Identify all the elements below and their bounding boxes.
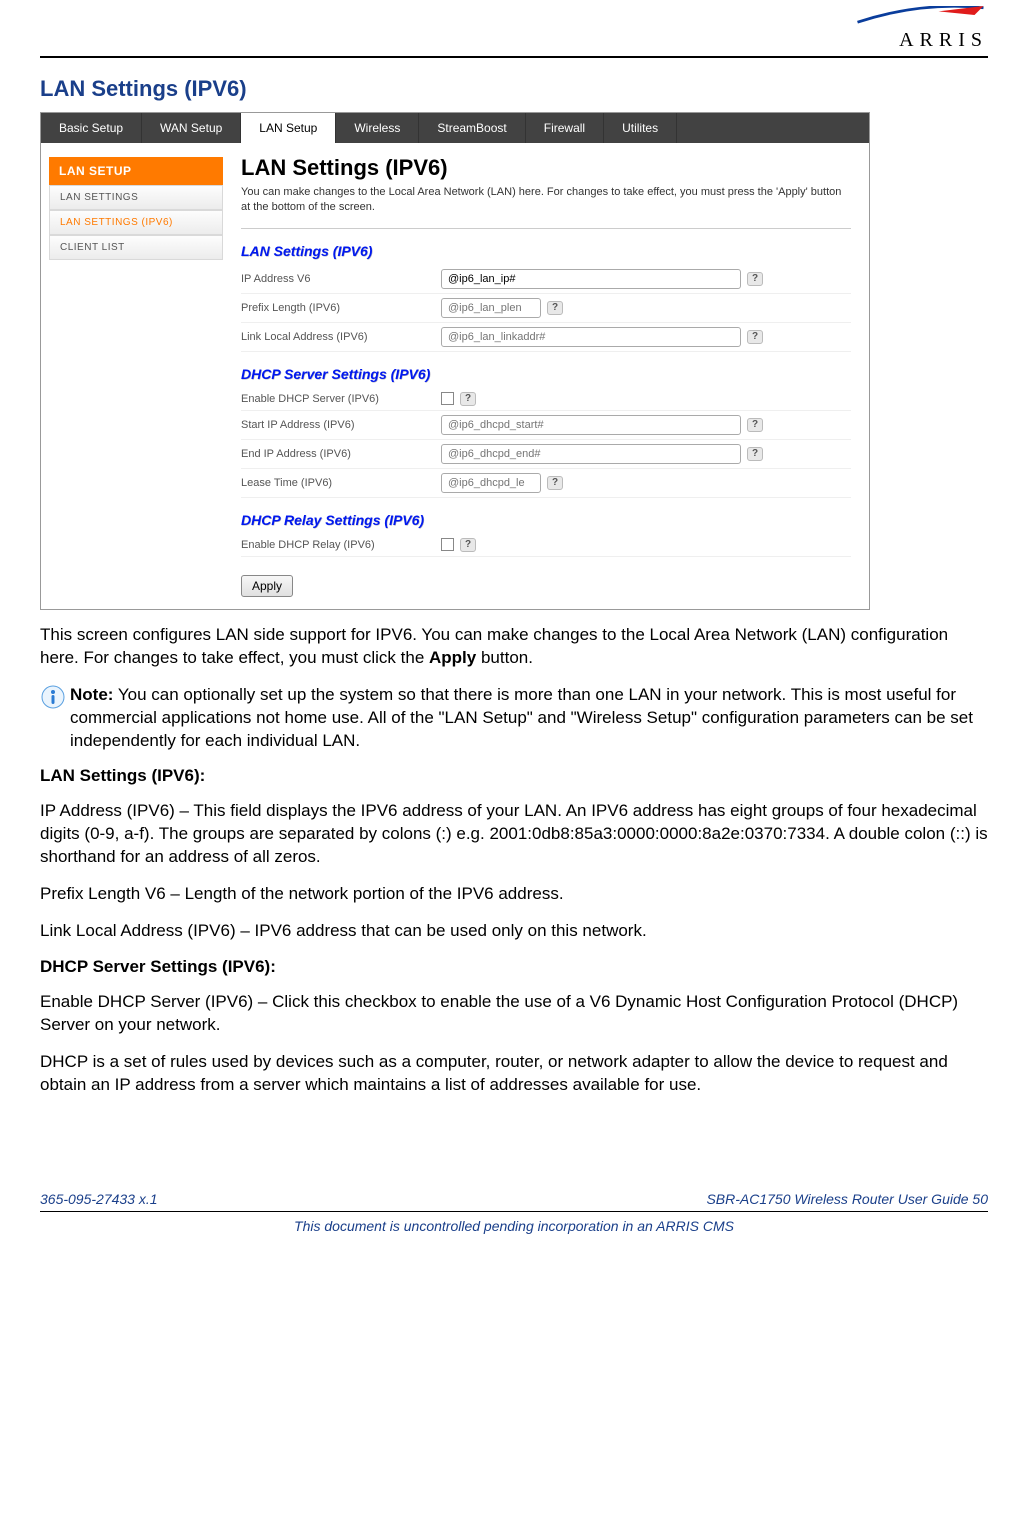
intro-paragraph: This screen configures LAN side support … — [40, 624, 988, 670]
setting-field: ? — [441, 327, 851, 347]
topnav-tab-utilites[interactable]: Utilites — [604, 113, 677, 143]
p-prefix-length: Prefix Length V6 – Length of the network… — [40, 883, 988, 906]
setting-label: Prefix Length (IPV6) — [241, 302, 441, 314]
sidebar-item-client-list[interactable]: CLIENT LIST — [49, 235, 223, 260]
text-input[interactable] — [441, 298, 541, 318]
info-icon — [40, 684, 66, 710]
help-icon[interactable]: ? — [747, 272, 763, 286]
sidebar-item-lan-settings-ipv6-[interactable]: LAN SETTINGS (IPV6) — [49, 210, 223, 235]
setting-field: ? — [441, 298, 851, 318]
help-icon[interactable]: ? — [547, 476, 563, 490]
section-dhcp-relay: DHCP Relay Settings (IPV6) — [241, 512, 851, 528]
logo-text: ARRIS — [838, 29, 988, 52]
text-input[interactable] — [441, 444, 741, 464]
logo-swoosh-icon — [853, 6, 988, 24]
help-icon[interactable]: ? — [747, 447, 763, 461]
note-block: Note: You can optionally set up the syst… — [40, 684, 988, 753]
topnav-tab-wan-setup[interactable]: WAN Setup — [142, 113, 241, 143]
p-enable-dhcp: Enable DHCP Server (IPV6) – Click this c… — [40, 991, 988, 1037]
setting-label: Start IP Address (IPV6) — [241, 419, 441, 431]
checkbox[interactable] — [441, 538, 454, 551]
setting-field: ? — [441, 415, 851, 435]
checkbox[interactable] — [441, 392, 454, 405]
setting-field: ? — [441, 538, 851, 552]
content-panel: LAN Settings (IPV6) You can make changes… — [231, 143, 869, 609]
setting-field: ? — [441, 444, 851, 464]
topnav-tab-firewall[interactable]: Firewall — [526, 113, 604, 143]
note-label: Note: — [70, 685, 113, 704]
sidebar-item-lan-settings[interactable]: LAN SETTINGS — [49, 185, 223, 210]
setting-row: Lease Time (IPV6)? — [241, 469, 851, 498]
content-subtitle: You can make changes to the Local Area N… — [241, 185, 851, 216]
top-nav: Basic SetupWAN SetupLAN SetupWirelessStr… — [41, 113, 869, 143]
setting-row: End IP Address (IPV6)? — [241, 440, 851, 469]
setting-label: Link Local Address (IPV6) — [241, 331, 441, 343]
apply-button[interactable]: Apply — [241, 575, 293, 597]
divider — [241, 228, 851, 229]
footer-center: This document is uncontrolled pending in… — [40, 1218, 988, 1234]
topnav-tab-wireless[interactable]: Wireless — [336, 113, 419, 143]
section-dhcp-server: DHCP Server Settings (IPV6) — [241, 366, 851, 382]
topnav-tab-streamboost[interactable]: StreamBoost — [419, 113, 525, 143]
sidebar: LAN SETUP LAN SETTINGSLAN SETTINGS (IPV6… — [41, 143, 231, 609]
help-icon[interactable]: ? — [547, 301, 563, 315]
text-input[interactable] — [441, 473, 541, 493]
setting-label: Enable DHCP Relay (IPV6) — [241, 539, 441, 551]
setting-row: Prefix Length (IPV6)? — [241, 294, 851, 323]
p-link-local: Link Local Address (IPV6) – IPV6 address… — [40, 920, 988, 943]
setting-field: ? — [441, 269, 851, 289]
sidebar-header: LAN SETUP — [49, 157, 223, 185]
doc-section-title: LAN Settings (IPV6) — [40, 76, 988, 102]
arris-logo: ARRIS — [838, 6, 988, 52]
p-dhcp-desc: DHCP is a set of rules used by devices s… — [40, 1051, 988, 1097]
note-text: You can optionally set up the system so … — [70, 685, 973, 750]
setting-field: ? — [441, 392, 851, 406]
setting-row: Enable DHCP Relay (IPV6)? — [241, 534, 851, 557]
setting-label: Lease Time (IPV6) — [241, 477, 441, 489]
p1b-bold: Apply — [429, 648, 476, 667]
text-input[interactable] — [441, 269, 741, 289]
text-input[interactable] — [441, 415, 741, 435]
help-icon[interactable]: ? — [460, 538, 476, 552]
setting-row: IP Address V6? — [241, 265, 851, 294]
help-icon[interactable]: ? — [747, 330, 763, 344]
header-rule — [40, 56, 988, 58]
content-title: LAN Settings (IPV6) — [241, 155, 851, 181]
p-ip-address: IP Address (IPV6) – This field displays … — [40, 800, 988, 869]
footer-left: 365-095-27433 x.1 — [40, 1191, 158, 1207]
setting-label: Enable DHCP Server (IPV6) — [241, 393, 441, 405]
setting-row: Enable DHCP Server (IPV6)? — [241, 388, 851, 411]
router-screenshot: Basic SetupWAN SetupLAN SetupWirelessStr… — [40, 112, 870, 610]
section-lan-settings: LAN Settings (IPV6) — [241, 243, 851, 259]
text-input[interactable] — [441, 327, 741, 347]
footer-rule — [40, 1211, 988, 1212]
help-icon[interactable]: ? — [460, 392, 476, 406]
topnav-tab-lan-setup[interactable]: LAN Setup — [241, 113, 336, 143]
p1c: button. — [476, 648, 533, 667]
help-icon[interactable]: ? — [747, 418, 763, 432]
setting-label: End IP Address (IPV6) — [241, 448, 441, 460]
setting-field: ? — [441, 473, 851, 493]
subhead-dhcp: DHCP Server Settings (IPV6): — [40, 957, 988, 977]
setting-row: Link Local Address (IPV6)? — [241, 323, 851, 352]
setting-row: Start IP Address (IPV6)? — [241, 411, 851, 440]
subhead-lan: LAN Settings (IPV6): — [40, 766, 988, 786]
setting-label: IP Address V6 — [241, 273, 441, 285]
page-footer: 365-095-27433 x.1 SBR-AC1750 Wireless Ro… — [0, 1191, 1028, 1234]
topnav-tab-basic-setup[interactable]: Basic Setup — [41, 113, 142, 143]
footer-right: SBR-AC1750 Wireless Router User Guide 50 — [706, 1191, 988, 1207]
